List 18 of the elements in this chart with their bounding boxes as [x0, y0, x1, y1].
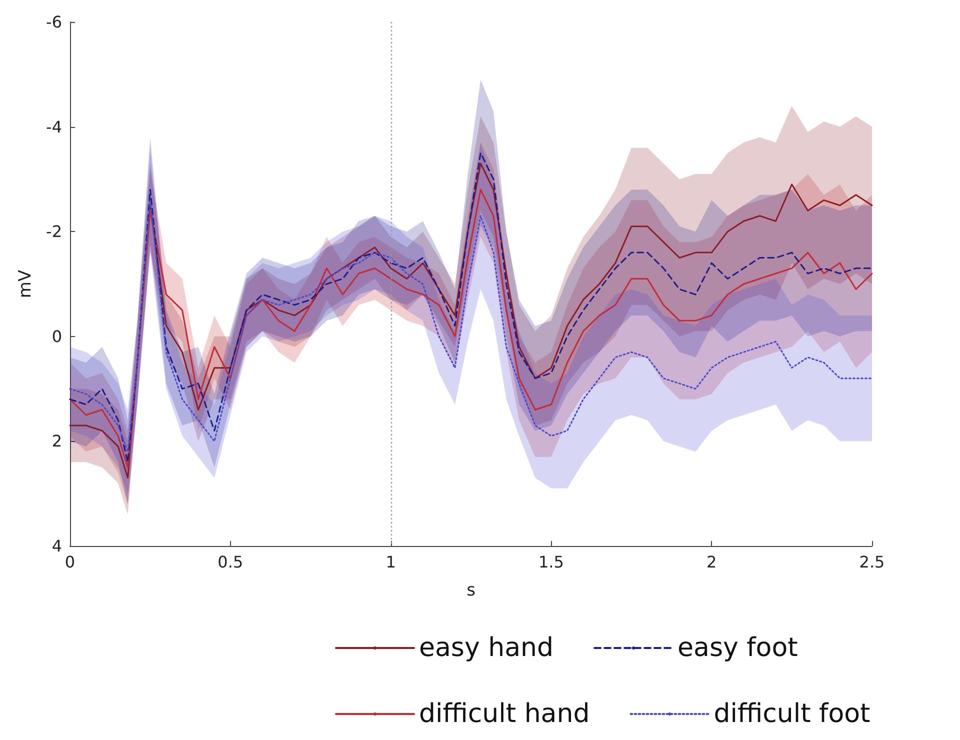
- y-tick-label: -2: [46, 222, 62, 242]
- y-tick-label: 2: [52, 432, 62, 451]
- y-tick-label: 4: [52, 536, 62, 556]
- x-axis-title: s: [466, 580, 476, 600]
- x-tick-label: 2: [706, 552, 717, 572]
- x-tick-label: 0.5: [218, 552, 244, 572]
- y-tick-label: 0: [52, 326, 62, 346]
- legend-label: difficult foot: [714, 699, 870, 729]
- y-tick-label: -6: [46, 12, 62, 32]
- y-tick-label: -4: [46, 117, 62, 136]
- legend-label: easy foot: [678, 633, 798, 663]
- legend-label: easy hand: [419, 633, 554, 663]
- x-tick-label: 1: [386, 552, 396, 572]
- legend-label: difficult hand: [419, 699, 590, 729]
- x-tick-label: 1.5: [538, 552, 564, 572]
- y-axis-title: mV: [16, 270, 36, 298]
- x-tick-label: 0: [64, 552, 76, 572]
- x-tick-label: 2.5: [859, 552, 885, 572]
